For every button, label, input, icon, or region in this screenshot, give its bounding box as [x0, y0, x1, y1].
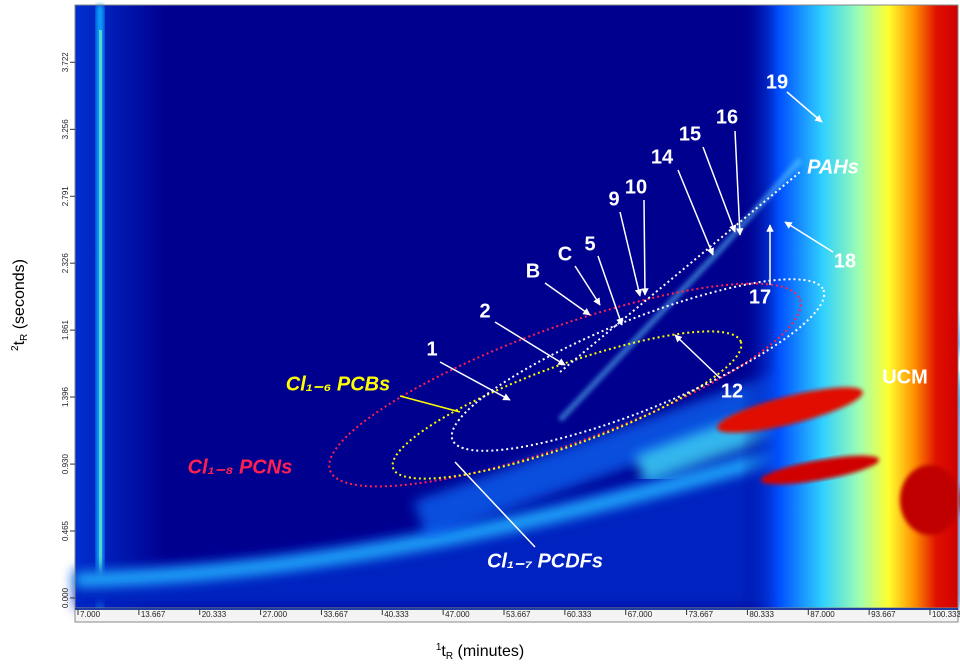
x-tick-label: 93.667 [871, 610, 896, 619]
annotation-arrow [702, 146, 737, 233]
annotation-arrow [674, 334, 721, 379]
annotation-arrow [786, 91, 823, 123]
annotation-arrow [494, 321, 566, 366]
annotation-label: UCM [882, 366, 928, 388]
annotation-arrow [399, 395, 461, 413]
annotation-label: 14 [651, 146, 674, 168]
annotation-arrow [544, 282, 591, 316]
annotation-label: 17 [749, 286, 771, 308]
x-tick-label: 67.000 [628, 610, 653, 619]
x-title-sub: R [446, 651, 453, 662]
x-tick-label: 33.667 [323, 610, 348, 619]
annotation-label: Cl₁₋₇ PCDFs [487, 550, 603, 572]
annotation-label: 15 [679, 123, 701, 145]
annotation-arrow [439, 361, 511, 401]
x-tick-label: 53.667 [506, 610, 531, 619]
annotation-label: Cl₁₋₈ PCNs [188, 456, 293, 478]
x-title-sup: 1 [436, 642, 442, 653]
x-axis-title: 1tR (minutes) [436, 642, 524, 662]
y-tick-label: 2.791 [61, 186, 70, 207]
x-tick-label: 27.000 [263, 610, 288, 619]
x-tick-label: 13.667 [141, 610, 166, 619]
annotation-label: 1 [426, 338, 437, 360]
x-title-t: t [441, 643, 446, 660]
annotation-label: PAHs [807, 156, 859, 178]
annotation-arrow [574, 265, 601, 306]
x-tick-label: 73.667 [689, 610, 714, 619]
annotation-label: 19 [766, 71, 788, 93]
y-tick-label: 1.396 [61, 386, 70, 407]
x-tick-label: 87.000 [810, 610, 835, 619]
annotation-label: 9 [608, 188, 619, 210]
x-tick-label: 20.333 [202, 610, 227, 619]
annotation-label: 16 [716, 106, 738, 128]
y-title-t: t [11, 340, 28, 345]
y-tick-label: 0.465 [61, 520, 70, 541]
y-tick-label: 3.256 [61, 119, 70, 140]
heatmap-background [74, 5, 960, 608]
x-tick-label: 47.000 [445, 610, 470, 619]
y-tick-label: 2.326 [61, 253, 70, 274]
annotation-label: 5 [584, 233, 595, 255]
y-title-sub: R [19, 334, 30, 341]
annotation-label: C [558, 243, 572, 265]
annotation-label: 12 [721, 380, 743, 402]
x-title-rest: (minutes) [453, 643, 524, 660]
annotation-arrow [619, 211, 643, 297]
annotation-label: 10 [625, 176, 647, 198]
annotation-arrow [784, 221, 834, 253]
annotation-arrow [734, 130, 744, 236]
annotation-arrow [641, 199, 649, 296]
annotation-label: 18 [834, 250, 856, 272]
y-axis-title: 2tR (seconds) [10, 259, 30, 351]
annotation-label: Cl₁₋₆ PCBs [286, 373, 390, 395]
y-title-sup: 2 [10, 345, 21, 351]
y-tick-label: 1.861 [61, 320, 70, 341]
x-tick-label: 7.000 [80, 610, 101, 619]
y-tick-label: 3.722 [61, 52, 70, 73]
annotation-arrow [597, 255, 624, 326]
annotation-label: 2 [479, 300, 490, 322]
x-tick-label: 80.333 [749, 610, 774, 619]
x-tick-label: 40.333 [384, 610, 409, 619]
annotation-label: B [526, 260, 540, 282]
y-title-rest: (seconds) [11, 259, 28, 334]
y-tick-label: 0.930 [61, 454, 70, 475]
annotation-arrow [454, 461, 536, 548]
annotation-arrow [677, 169, 714, 256]
y-tick-label: 0.000 [61, 587, 70, 608]
x-tick-label: 60.333 [567, 610, 592, 619]
x-tick-label: 100.333 [932, 610, 960, 619]
